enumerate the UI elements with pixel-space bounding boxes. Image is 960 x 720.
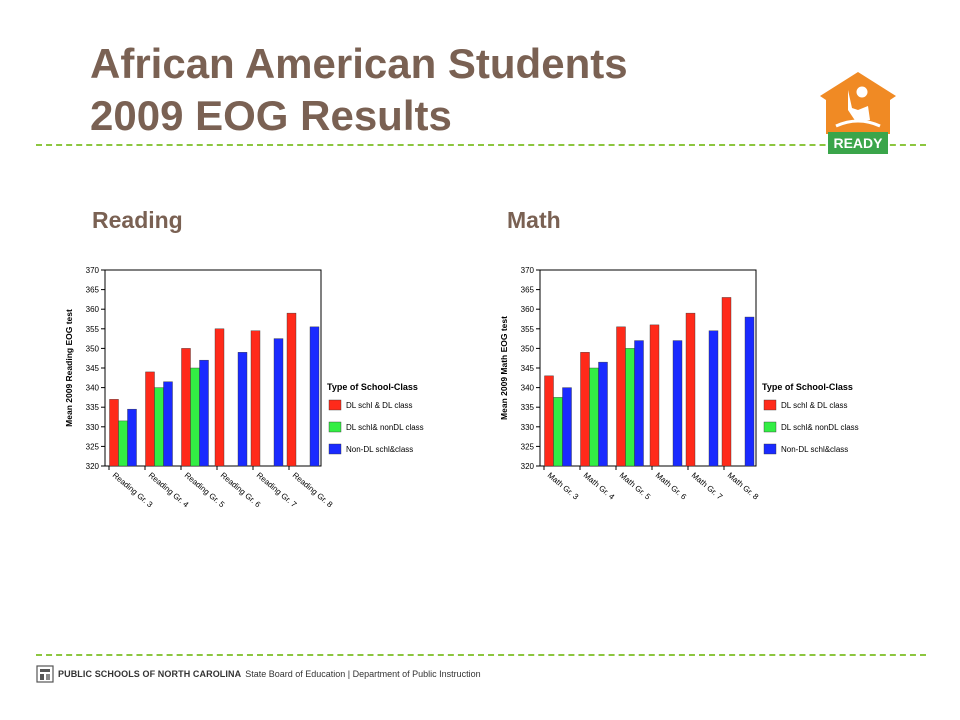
bar xyxy=(685,312,696,467)
y-tick-label: 365 xyxy=(86,286,100,295)
y-tick-label: 325 xyxy=(521,442,535,451)
logo-text: READY xyxy=(833,135,883,151)
bar xyxy=(163,381,173,467)
bar xyxy=(190,367,200,467)
x-tick-label: Math Gr. 3 xyxy=(546,471,581,502)
logo-banner xyxy=(828,132,888,154)
legend-swatch xyxy=(328,421,342,433)
legend-label: DL schl & DL class xyxy=(346,401,413,410)
x-tick-label: Math Gr. 6 xyxy=(654,471,689,502)
y-tick-label: 340 xyxy=(521,384,535,393)
y-tick-label: 330 xyxy=(86,423,100,432)
y-tick-label: 355 xyxy=(521,325,535,334)
bottom-divider xyxy=(36,654,926,656)
y-tick-label: 350 xyxy=(521,344,535,353)
y-tick-label: 320 xyxy=(86,462,100,471)
bar xyxy=(708,330,719,467)
y-tick-label: 360 xyxy=(86,305,100,314)
y-tick-label: 335 xyxy=(521,403,535,412)
y-tick-label: 320 xyxy=(521,462,535,471)
y-tick-label: 370 xyxy=(86,266,100,275)
legend-swatch xyxy=(328,399,342,411)
legend-swatch xyxy=(763,421,777,433)
y-axis-label: Mean 2009 Reading EOG test xyxy=(64,309,74,427)
bar xyxy=(721,297,732,467)
x-tick-label: Math Gr. 7 xyxy=(690,471,725,502)
x-tick-label: Math Gr. 5 xyxy=(618,471,653,502)
bar xyxy=(154,387,164,467)
math-label: Math xyxy=(507,207,561,233)
legend-label: DL schl & DL class xyxy=(781,401,848,410)
bar xyxy=(589,367,599,467)
footer-dept: State Board of Education | Department of… xyxy=(245,669,481,679)
bar xyxy=(199,359,209,467)
bar xyxy=(127,408,137,467)
legend-swatch xyxy=(763,443,777,455)
legend-title: Type of School-Class xyxy=(762,382,853,392)
logo-house-icon xyxy=(820,72,896,134)
bar xyxy=(553,397,563,467)
bar xyxy=(145,371,155,467)
bar xyxy=(672,340,683,467)
bar xyxy=(237,352,248,467)
y-tick-label: 370 xyxy=(521,266,535,275)
y-tick-label: 330 xyxy=(521,423,535,432)
top-divider xyxy=(36,144,926,146)
y-tick-label: 340 xyxy=(86,384,100,393)
bar xyxy=(181,348,191,467)
math-chart: 320 325 330 335 340 345 350 355 360 365 370 Mean 20… xyxy=(499,266,859,502)
reading-chart: 320 325 330 335 340 345 350 355 360 365 370 Mean 20… xyxy=(64,266,424,510)
y-tick-label: 355 xyxy=(86,325,100,334)
bar xyxy=(562,387,572,467)
bar xyxy=(109,399,119,467)
y-tick-label: 335 xyxy=(86,403,100,412)
bar xyxy=(616,326,626,467)
bar xyxy=(598,361,608,467)
bar xyxy=(309,326,320,467)
legend-swatch xyxy=(763,399,777,411)
bar xyxy=(580,352,590,467)
state-seal-icon xyxy=(36,665,54,683)
x-tick-label: Math Gr. 4 xyxy=(582,471,617,502)
bar xyxy=(649,324,660,467)
y-tick-label: 350 xyxy=(86,344,100,353)
y-tick-label: 360 xyxy=(521,305,535,314)
y-tick-label: 365 xyxy=(521,286,535,295)
y-tick-label: 345 xyxy=(86,364,100,373)
slide-title: African American Students 2009 EOG Resul… xyxy=(90,38,628,142)
legend-swatch xyxy=(328,443,342,455)
bar xyxy=(214,328,225,467)
reading-label: Reading xyxy=(92,207,183,233)
legend-label: DL schl& nonDL class xyxy=(346,423,424,432)
y-tick-label: 325 xyxy=(86,442,100,451)
bar xyxy=(250,330,261,467)
legend-title: Type of School-Class xyxy=(327,382,418,392)
y-tick-label: 345 xyxy=(521,364,535,373)
legend-label: Non-DL schl&class xyxy=(346,445,413,454)
bar xyxy=(744,316,755,467)
bar xyxy=(286,312,297,467)
footer: PUBLIC SCHOOLS OF NORTH CAROLINA State B… xyxy=(36,664,481,684)
bar xyxy=(273,338,284,467)
x-tick-label: Reading Gr. 8 xyxy=(291,471,335,510)
slide-title-line2: 2009 EOG Results xyxy=(90,92,452,139)
legend-label: Non-DL schl&class xyxy=(781,445,848,454)
bar xyxy=(625,348,635,467)
bar xyxy=(634,340,644,467)
bar xyxy=(544,375,554,467)
legend-label: DL schl& nonDL class xyxy=(781,423,859,432)
bar xyxy=(118,420,128,467)
ready-logo: READY xyxy=(820,72,896,154)
footer-org: PUBLIC SCHOOLS OF NORTH CAROLINA xyxy=(58,669,242,679)
x-tick-label: Math Gr. 8 xyxy=(726,471,761,502)
y-axis-label: Mean 2009 Math EOG test xyxy=(499,316,509,420)
slide-title-line1: African American Students xyxy=(90,40,628,87)
